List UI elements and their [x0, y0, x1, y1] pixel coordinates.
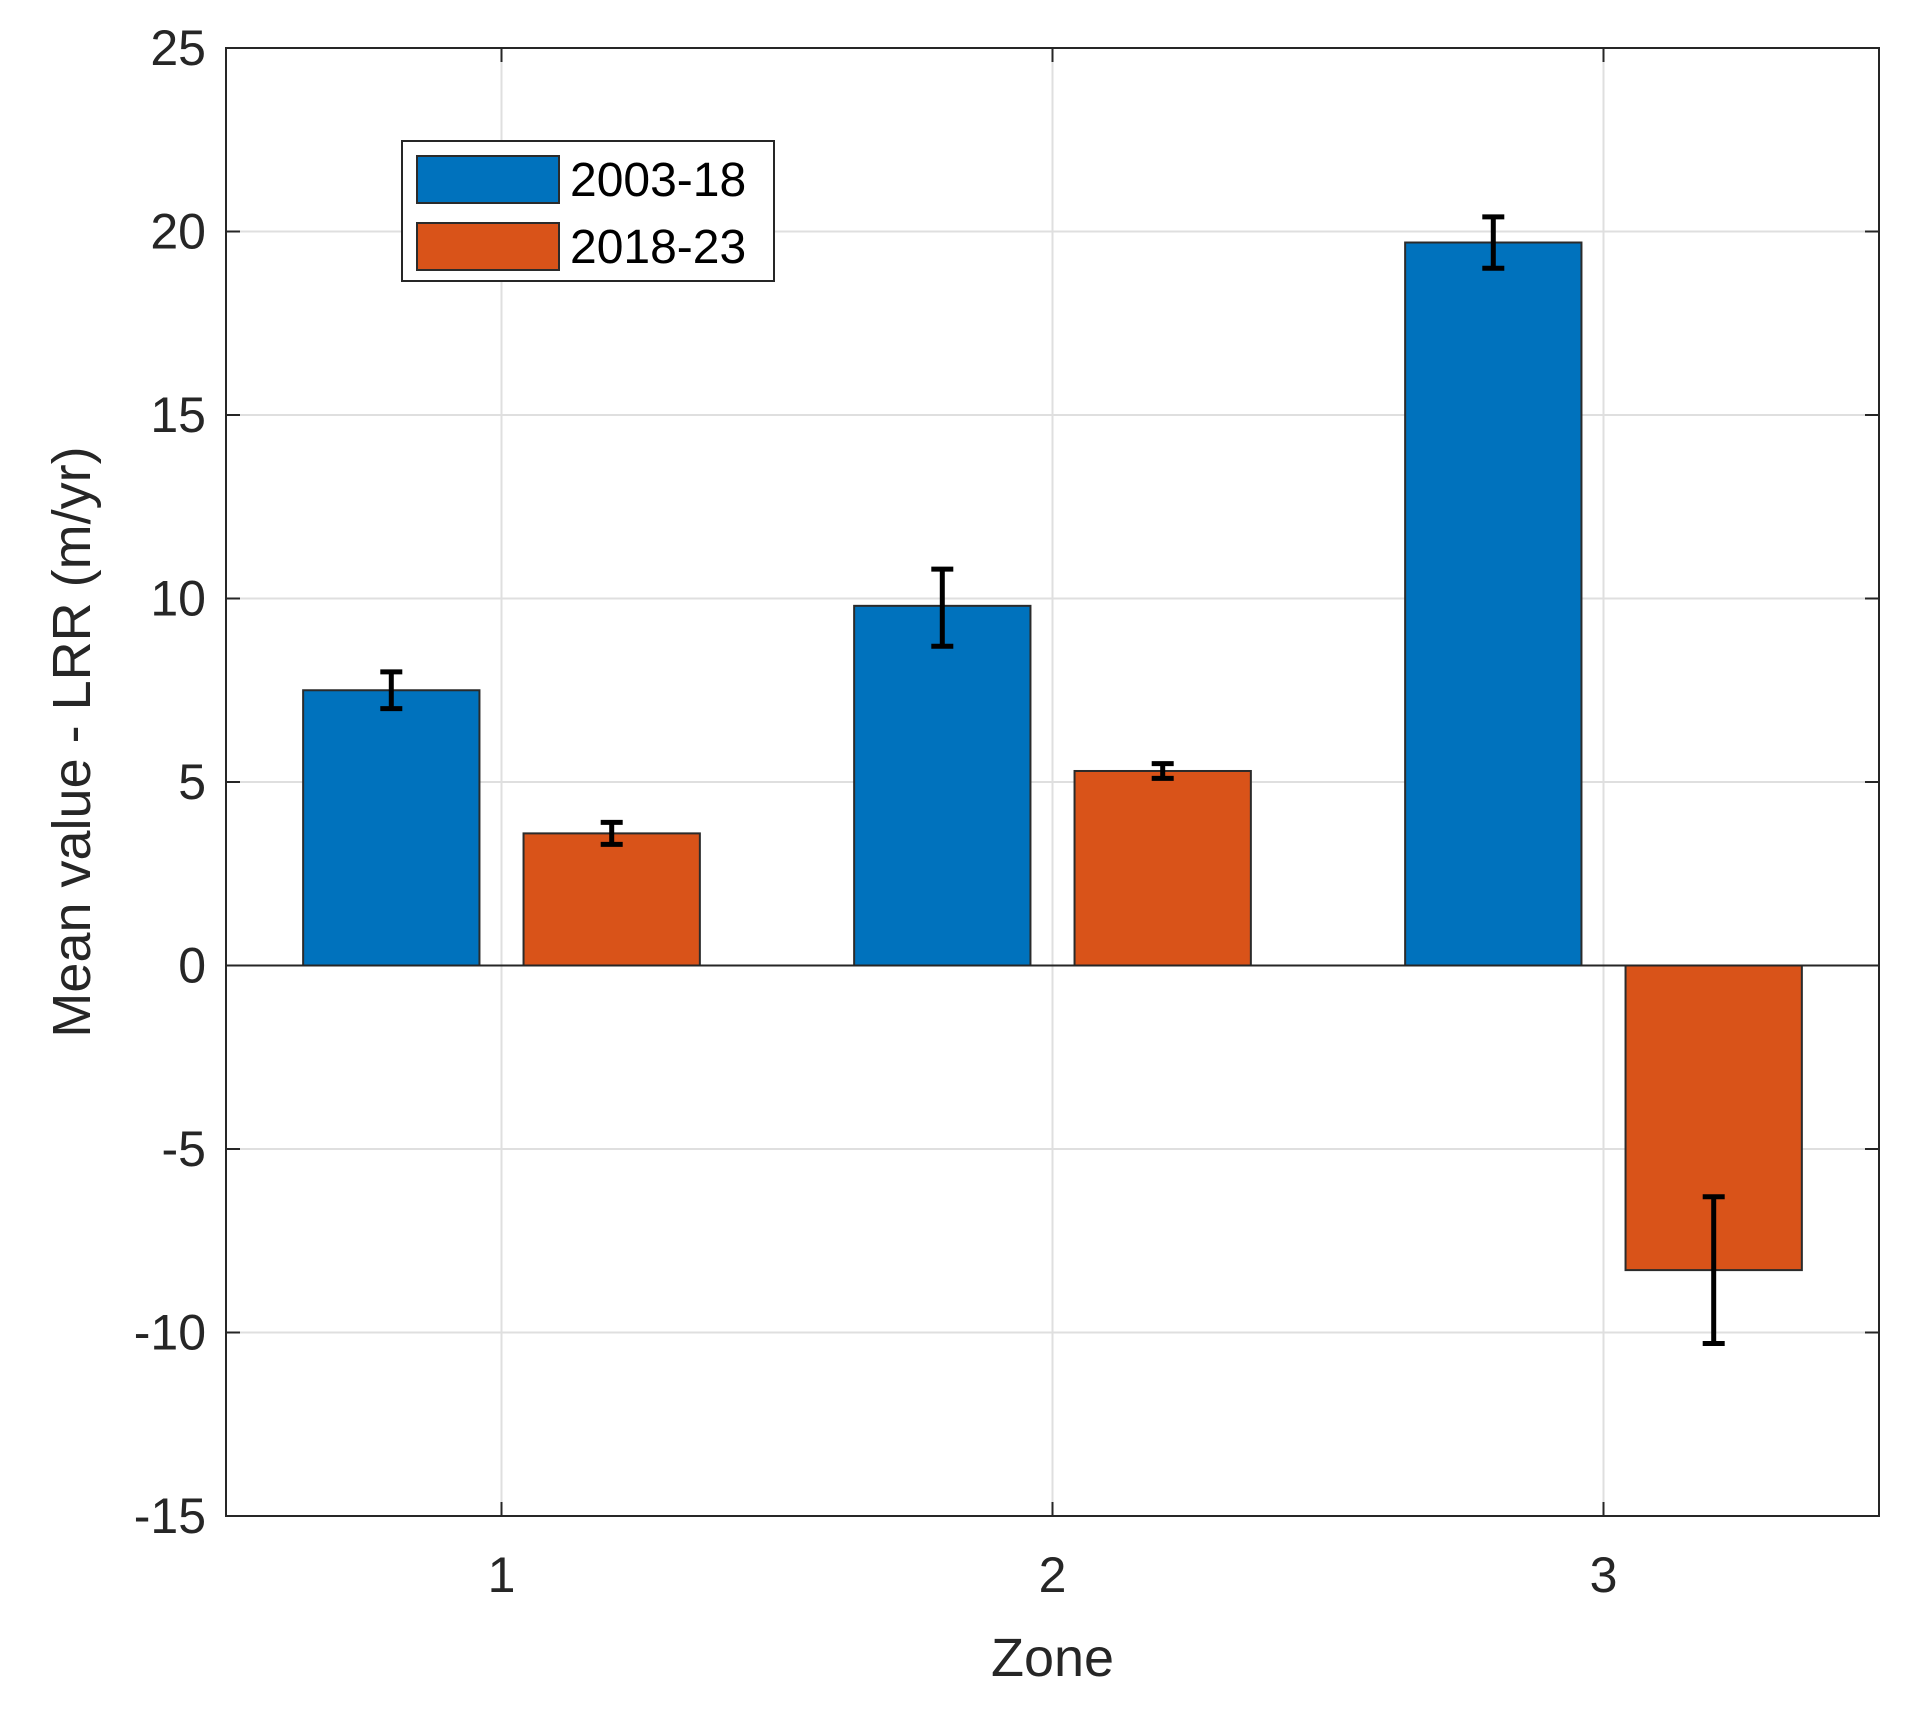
y-tick-label: 10 — [150, 571, 206, 627]
legend: 2003-18 2018-23 — [401, 140, 775, 282]
y-tick-label: 25 — [150, 20, 206, 76]
error-bar-2003-18-zone-3 — [1482, 214, 1505, 271]
x-tick-label: 3 — [1590, 1547, 1618, 1603]
y-tick-label: -15 — [134, 1488, 206, 1544]
bar-2003-18-zone-3 — [1404, 241, 1583, 967]
legend-label-2018-23: 2018-23 — [570, 221, 746, 274]
x-tick-label: 1 — [488, 1547, 516, 1603]
axes: -15 -10 -5 0 5 10 15 20 25 1 2 3 — [134, 20, 1880, 1603]
y-axis-label: Mean value - LRR (m/yr) — [42, 446, 102, 1037]
bar-2018-23-zone-1 — [522, 832, 701, 967]
y-tick-label: 20 — [150, 204, 206, 260]
y-tick-label: 0 — [178, 938, 206, 994]
legend-label-2003-18: 2003-18 — [570, 154, 746, 207]
legend-swatch-2003-18 — [416, 155, 560, 204]
bars — [302, 241, 1803, 1272]
x-tick-label: 2 — [1039, 1547, 1067, 1603]
bar-2018-23-zone-2 — [1073, 769, 1252, 967]
legend-swatch-2018-23 — [416, 222, 560, 271]
y-tick-label: 15 — [150, 387, 206, 443]
y-tick-label: 5 — [178, 754, 206, 810]
y-tick-label: -5 — [162, 1121, 206, 1177]
axis-labels: Zone Mean value - LRR (m/yr) — [42, 446, 1114, 1688]
error-bars — [380, 214, 1725, 1347]
y-tick-label: -10 — [134, 1305, 206, 1361]
bar-2003-18-zone-1 — [302, 689, 481, 967]
error-bar-2003-18-zone-2 — [931, 566, 954, 649]
error-bar-2018-23-zone-3 — [1702, 1194, 1725, 1347]
bar-2003-18-zone-2 — [853, 604, 1032, 967]
error-bar-2018-23-zone-1 — [600, 819, 623, 847]
x-axis-label: Zone — [991, 1628, 1114, 1688]
error-bar-2018-23-zone-2 — [1151, 761, 1174, 781]
error-bar-2003-18-zone-1 — [380, 669, 403, 712]
